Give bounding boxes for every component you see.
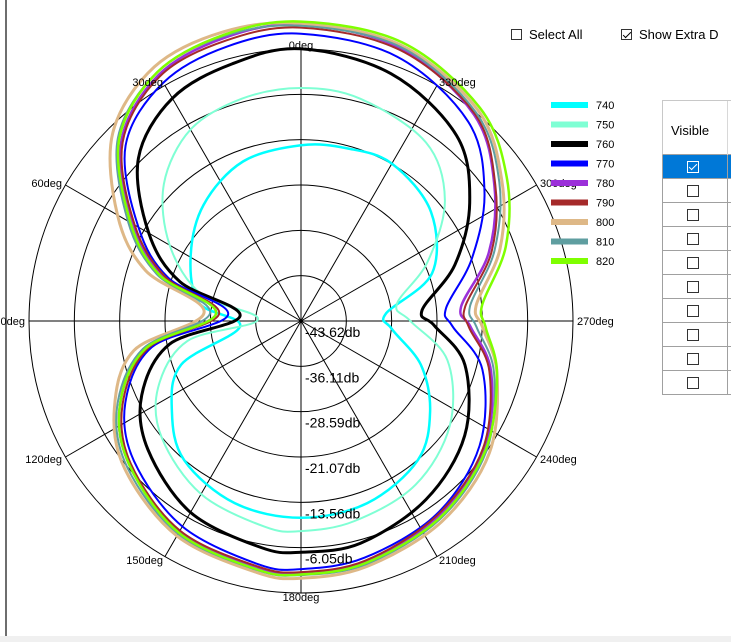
table-row[interactable]: [662, 347, 731, 371]
legend-swatch: [551, 258, 588, 264]
select-all-box[interactable]: [511, 29, 522, 40]
visible-header-label: Visible: [671, 123, 710, 138]
radial-tick-label: -36.11db: [305, 369, 359, 385]
row-visible-checkbox[interactable]: [687, 161, 699, 173]
legend-swatch: [551, 121, 588, 128]
legend-label: 810: [596, 237, 614, 249]
axis-labels: 0deg 30deg 60deg 90deg 120deg 150deg 180deg 210…: [0, 40, 614, 604]
table-row[interactable]: [662, 275, 731, 299]
select-all-checkbox[interactable]: Select All: [511, 27, 582, 42]
legend-swatch: [551, 102, 588, 108]
table-row[interactable]: [662, 299, 731, 323]
legend-label: 800: [596, 217, 614, 229]
series-curves: [108, 20, 511, 581]
chart-legend: 740 750 760 770 780 790 800 810 820: [551, 100, 614, 268]
table-row[interactable]: [662, 323, 731, 347]
angle-tick-label: 210deg: [439, 555, 476, 567]
legend-swatch: [551, 141, 588, 147]
legend-swatch: [551, 160, 588, 167]
angle-tick-label: 0deg: [289, 40, 313, 52]
series-curve-820: [116, 20, 511, 577]
legend-swatch: [551, 199, 588, 206]
series-curve-780: [117, 23, 497, 576]
show-extra-box[interactable]: [621, 29, 632, 40]
table-row[interactable]: [662, 371, 731, 395]
grid-spoke: [300, 85, 438, 322]
legend-swatch: [551, 180, 588, 186]
row-visible-checkbox[interactable]: [687, 281, 699, 293]
row-visible-checkbox[interactable]: [687, 209, 699, 221]
polar-grid: [28, 48, 574, 594]
angle-tick-label: 90deg: [0, 316, 25, 328]
series-curve-800: [108, 21, 506, 581]
radial-tick-label: -6.05db: [305, 551, 353, 567]
legend-label: 790: [596, 198, 614, 210]
legend-swatch: [551, 219, 588, 225]
legend-label: 750: [596, 120, 614, 132]
row-visible-checkbox[interactable]: [687, 329, 699, 341]
row-visible-checkbox[interactable]: [687, 377, 699, 389]
angle-tick-label: 180deg: [283, 592, 320, 604]
angle-tick-label: 240deg: [540, 454, 577, 466]
table-row[interactable]: [662, 203, 731, 227]
legend-label: 770: [596, 159, 614, 171]
series-curve-770: [123, 32, 487, 571]
show-extra-checkbox[interactable]: Show Extra D: [621, 27, 718, 42]
grid-spoke: [300, 320, 438, 557]
legend-label: 760: [596, 139, 614, 151]
angle-tick-label: 30deg: [132, 77, 163, 89]
table-row[interactable]: [662, 227, 731, 251]
grid-spoke: [65, 184, 302, 322]
bottom-strip: [0, 636, 731, 642]
radial-tick-label: -13.56db: [305, 505, 360, 521]
series-curve-750: [154, 87, 455, 533]
grid-spoke: [65, 320, 302, 458]
row-visible-checkbox[interactable]: [687, 353, 699, 365]
legend-label: 820: [596, 256, 614, 268]
radial-tick-label: -43.62db: [305, 324, 360, 340]
table-row[interactable]: [662, 179, 731, 203]
series-curve-760: [135, 47, 472, 555]
select-all-label: Select All: [529, 27, 583, 42]
row-visible-checkbox[interactable]: [687, 305, 699, 317]
legend-label: 780: [596, 178, 614, 190]
legend-label: 740: [596, 100, 614, 112]
visible-column-header[interactable]: Visible: [662, 100, 731, 156]
grid-spoke: [164, 320, 302, 557]
grid-spoke: [164, 85, 302, 322]
row-visible-checkbox[interactable]: [687, 257, 699, 269]
row-visible-checkbox[interactable]: [687, 233, 699, 245]
angle-tick-label: 270deg: [577, 316, 614, 328]
legend-swatch: [551, 238, 588, 245]
series-curve-790: [120, 26, 498, 574]
show-extra-label: Show Extra D: [639, 27, 719, 42]
table-row[interactable]: [662, 155, 731, 179]
angle-tick-label: 60deg: [31, 178, 62, 190]
angle-tick-label: 150deg: [126, 555, 163, 567]
window-left-border: [5, 0, 7, 636]
angle-tick-label: 330deg: [439, 77, 476, 89]
radial-tick-label: -28.59db: [305, 415, 360, 431]
table-row[interactable]: [662, 251, 731, 275]
radial-tick-label: -21.07db: [305, 460, 360, 476]
grid-spoke: [300, 320, 537, 458]
angle-tick-label: 120deg: [25, 454, 62, 466]
row-visible-checkbox[interactable]: [687, 185, 699, 197]
visibility-table: Visible: [662, 100, 731, 406]
